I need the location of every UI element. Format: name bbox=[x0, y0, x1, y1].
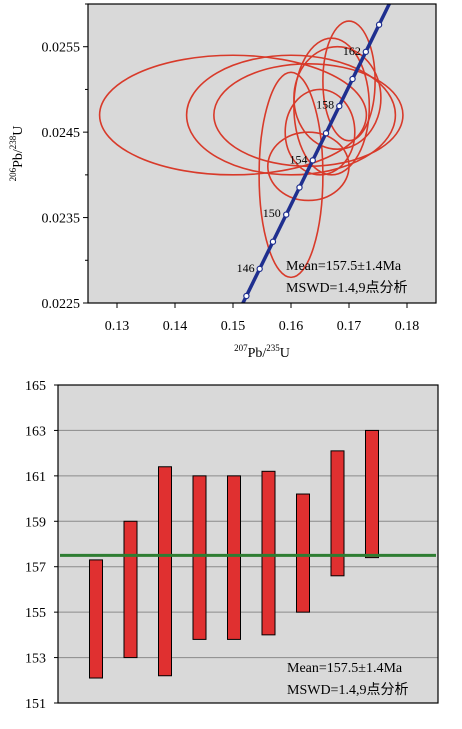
mswd-annotation: MSWD=1.4,9点分析 bbox=[286, 280, 407, 296]
y-tick-label: 159 bbox=[25, 515, 46, 530]
concordia-age-label: 162 bbox=[343, 44, 361, 58]
x-axis-label-part2: U bbox=[280, 346, 290, 361]
error-bar-5 bbox=[227, 475, 241, 640]
x-axis-label-sup1: 207 bbox=[234, 343, 248, 353]
y-tick-label: 151 bbox=[25, 697, 46, 712]
x-axis-label-part1: Pb/ bbox=[248, 346, 267, 361]
y-tick-label: 153 bbox=[25, 652, 46, 667]
y-tick-label: 0.0255 bbox=[42, 41, 81, 56]
concordia-age-marker bbox=[349, 75, 356, 83]
mean-annotation: Mean=157.5±1.4Ma bbox=[287, 661, 403, 676]
error-bar-9 bbox=[365, 429, 379, 559]
concordia-age-marker bbox=[322, 130, 330, 137]
plot-frame bbox=[87, 3, 437, 304]
concordia-chart: 146 150 154 158 162 0.13 0.14 0.15 0.16 0.17 0.18 0… bbox=[8, 3, 437, 361]
error-ellipse-8 bbox=[266, 131, 350, 202]
y-tick-label: 161 bbox=[25, 470, 46, 485]
concordia-age-marker bbox=[309, 157, 316, 164]
concordia-age-marker bbox=[296, 184, 303, 191]
y-tick-label: 157 bbox=[25, 561, 46, 576]
error-ellipse-1 bbox=[98, 54, 368, 176]
concordia-age-marker bbox=[269, 238, 277, 245]
error-bar-6 bbox=[261, 470, 276, 636]
error-ellipse-7 bbox=[284, 88, 356, 176]
concordia-age-marker bbox=[256, 265, 263, 273]
mswd-annotation: MSWD=1.4,9点分析 bbox=[287, 682, 408, 698]
x-tick-label: 0.17 bbox=[337, 319, 362, 334]
plot-area: 146 150 154 158 162 bbox=[98, 4, 404, 303]
x-tick-label: 0.15 bbox=[221, 319, 246, 334]
mean-annotation: Mean=157.5±1.4Ma bbox=[286, 259, 402, 274]
error-bar-1 bbox=[89, 559, 103, 679]
y-axis-label-sup2: 238 bbox=[8, 135, 18, 149]
plot-background bbox=[58, 385, 438, 703]
concordia-age-marker bbox=[243, 292, 250, 300]
plot-background bbox=[88, 4, 436, 303]
weighted-mean-panel: 151 153 155 157 159 161 163 165 Mean=157.5±1.4Ma… bbox=[0, 370, 462, 724]
y-tick-label: 165 bbox=[25, 379, 46, 394]
concordia-age-label: 154 bbox=[289, 152, 307, 166]
x-tick-label: 0.16 bbox=[279, 319, 304, 334]
error-ellipse-2 bbox=[185, 54, 397, 176]
concordia-age-label: 158 bbox=[316, 98, 334, 112]
concordia-age-marker bbox=[283, 211, 290, 218]
y-tick-label: 0.0235 bbox=[42, 212, 81, 227]
y-axis-label-sup1: 206 bbox=[8, 167, 18, 181]
y-tick-label: 0.0225 bbox=[42, 297, 81, 312]
x-axis-label-sup2: 235 bbox=[266, 343, 280, 353]
concordia-curve bbox=[241, 4, 392, 303]
y-tick-label: 155 bbox=[25, 606, 46, 621]
y-axis-label-part2: U bbox=[11, 126, 26, 136]
concordia-age-label: 150 bbox=[263, 206, 281, 220]
x-axis-label: 207Pb/235U bbox=[234, 343, 290, 361]
error-bar-8 bbox=[330, 450, 345, 577]
error-ellipse-6 bbox=[293, 45, 382, 151]
y-axis-label: 206Pb/238U bbox=[8, 126, 26, 182]
plot-frame bbox=[57, 384, 439, 704]
error-bar-7 bbox=[296, 493, 310, 613]
error-ellipse-5 bbox=[322, 20, 376, 142]
x-tick-label: 0.14 bbox=[163, 319, 188, 334]
error-ellipse-9 bbox=[258, 71, 324, 279]
concordia-age-marker bbox=[375, 21, 383, 28]
x-tick-label: 0.13 bbox=[105, 319, 130, 334]
error-bar-4 bbox=[192, 475, 207, 640]
error-bar-3 bbox=[158, 466, 172, 677]
concordia-panel: 146 150 154 158 162 0.13 0.14 0.15 0.16 0.17 0.18 0… bbox=[8, 3, 437, 361]
x-tick-label: 0.18 bbox=[395, 319, 420, 334]
y-axis-label-part1: Pb/ bbox=[11, 149, 26, 168]
y-tick-label: 163 bbox=[25, 424, 46, 439]
concordia-age-marker bbox=[362, 48, 370, 56]
concordia-age-label: 146 bbox=[237, 261, 255, 275]
y-tick-label: 0.0245 bbox=[42, 126, 81, 141]
error-bar-2 bbox=[123, 520, 138, 659]
concordia-age-marker bbox=[336, 102, 343, 110]
weighted-mean-chart: 151 153 155 157 159 161 163 165 Mean=157.5±1.4Ma… bbox=[25, 379, 439, 712]
